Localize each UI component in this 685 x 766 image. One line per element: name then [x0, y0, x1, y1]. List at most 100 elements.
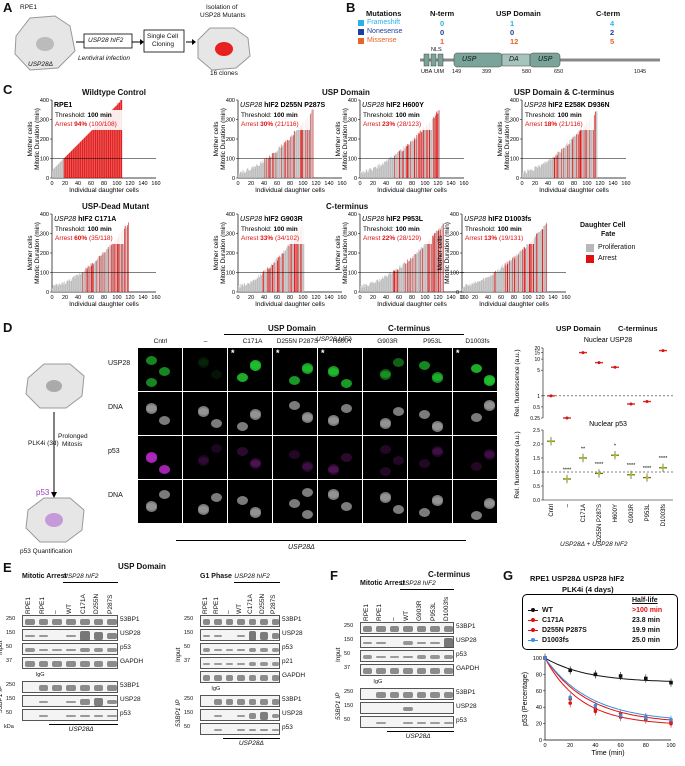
c-bar: [254, 166, 256, 178]
c-ytick-label: 300: [348, 232, 357, 238]
c-bar: [87, 268, 88, 292]
c-bar: [361, 171, 362, 178]
c-bar: [409, 260, 410, 292]
g-legend-name: D1003fs: [542, 637, 569, 644]
e-right-marker: 50: [184, 644, 191, 650]
c-xtick-label: 80: [571, 181, 577, 187]
c-bar: [249, 171, 250, 178]
c-bar: [519, 251, 521, 292]
f-marker: 50: [344, 651, 351, 657]
d-nucleus: [302, 463, 313, 472]
c-bar: [433, 235, 435, 292]
g-xtick-label: 60: [618, 743, 624, 749]
c-bar: [422, 127, 423, 178]
c-bar: [426, 126, 428, 178]
panel-label-f: F: [330, 568, 338, 583]
e-right-input-blot: [200, 657, 280, 669]
e-right-input-blot: [200, 671, 280, 683]
d-usp28-dot: [629, 402, 633, 406]
c-bar: [412, 258, 414, 292]
d-micrograph: [183, 480, 227, 523]
f-input-blot: [360, 650, 454, 662]
c-bar: [591, 116, 593, 178]
c-bar: [499, 270, 501, 292]
c-bar: [306, 117, 308, 178]
c-bar: [264, 273, 266, 292]
c-bar: [275, 151, 276, 178]
e-right-band: [248, 713, 257, 719]
c-bar: [405, 145, 407, 178]
c-bar: [253, 279, 255, 292]
c-bar: [541, 229, 543, 292]
f-ip-protein-label: p53: [456, 717, 467, 724]
c-bar: [63, 159, 64, 178]
d-nucleus: [237, 496, 248, 505]
c-bar: [365, 169, 367, 178]
e-right-protein-label: p21: [282, 658, 293, 665]
c-bar: [117, 237, 118, 292]
c-bar: [373, 166, 375, 178]
c-bar: [121, 100, 123, 178]
c-bar: [540, 167, 541, 178]
c-bar: [432, 116, 434, 178]
f-band: [363, 626, 373, 632]
d-bot-tick-label: 1.0: [533, 470, 540, 476]
c-bar: [92, 263, 93, 292]
e-right-band: [271, 619, 279, 625]
d-nucleus: [198, 457, 209, 466]
c-bar: [94, 127, 95, 178]
c-bar: [525, 173, 527, 178]
d-micrograph: [183, 392, 227, 435]
d-top-tick-label: 0.5: [533, 405, 540, 411]
c-bar: [497, 270, 498, 292]
c-bar: [488, 276, 489, 292]
c-bar: [424, 244, 425, 292]
c-bar: [384, 161, 385, 178]
c-bar: [360, 172, 362, 178]
d-micrograph: [318, 480, 362, 523]
e-right-band: [260, 699, 268, 705]
d-nucleus: [250, 360, 261, 369]
c-bar: [389, 157, 391, 178]
c-bar: [378, 167, 380, 178]
e-left-band: [93, 661, 104, 667]
c-bar: [267, 268, 269, 292]
b-header-usp: USP Domain: [496, 9, 541, 18]
e-right-marker: 250: [184, 616, 194, 622]
c-bar: [248, 283, 249, 292]
c-bar: [396, 268, 397, 292]
c-bar: [361, 285, 362, 292]
g-legend-box: [522, 594, 678, 650]
c-bar: [246, 284, 248, 292]
c-bar: [400, 267, 402, 292]
c-bar: [118, 102, 120, 178]
c-bar: [104, 117, 106, 178]
c-bar: [462, 286, 464, 292]
d-nucleus: [159, 416, 170, 425]
e-right-band: [225, 619, 234, 625]
f-band: [376, 641, 386, 645]
c-bar: [421, 246, 423, 292]
c-chart-title: USP28 hIF2 C171A: [54, 216, 116, 223]
c-bar: [247, 283, 248, 292]
c-bar: [467, 285, 468, 292]
c-bar: [378, 164, 379, 178]
c-bar: [473, 284, 474, 292]
c-xtick-label: 40: [261, 181, 267, 187]
c-bar: [57, 286, 59, 292]
c-bar: [308, 116, 310, 178]
c-bar: [531, 171, 533, 178]
c-bar: [53, 168, 54, 178]
c-bar: [443, 223, 444, 292]
e-left-ip-blot: [22, 681, 118, 693]
c-bar: [109, 111, 111, 178]
c-bar: [264, 158, 266, 178]
d-usp28-dot: [549, 394, 553, 398]
e-left-ip-blot: [22, 695, 118, 707]
c-bar: [397, 270, 399, 292]
c-ytick-label: 400: [226, 212, 235, 218]
c-bar: [560, 152, 561, 178]
c-bar: [412, 141, 414, 178]
f-lane-label: –: [389, 617, 397, 621]
f-band: [376, 626, 386, 632]
